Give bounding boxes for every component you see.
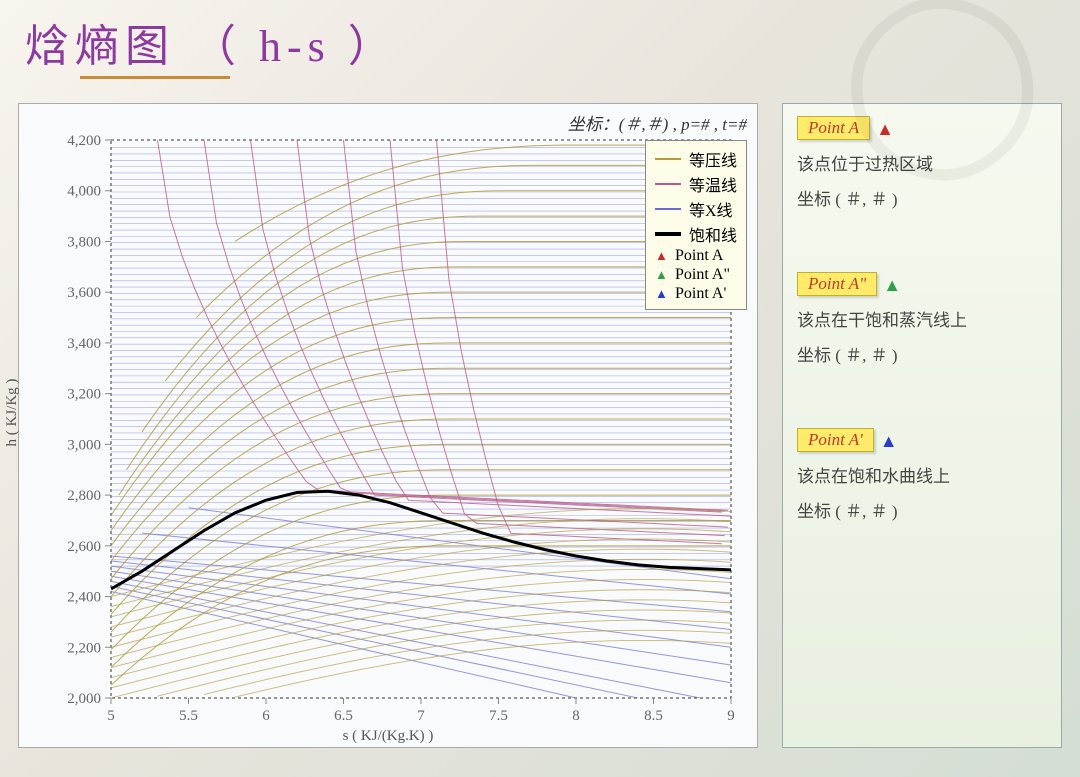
legend-label: 等温线: [689, 172, 737, 196]
legend-marker-icon: ▲: [655, 288, 667, 300]
legend-label: 等X线: [689, 197, 733, 221]
point-tag: Point A": [797, 272, 877, 296]
legend-item: 等X线: [655, 197, 737, 221]
legend-marker-icon: ▲: [655, 269, 667, 281]
svg-text:9: 9: [727, 708, 735, 724]
svg-text:2,400: 2,400: [67, 590, 101, 606]
triangle-icon: ▲: [876, 119, 894, 140]
svg-text:3,000: 3,000: [67, 437, 101, 453]
svg-text:3,800: 3,800: [67, 234, 101, 250]
legend-item: 等压线: [655, 147, 737, 171]
triangle-icon: ▲: [880, 431, 898, 452]
legend-item: 饱和线: [655, 222, 737, 246]
svg-text:4,000: 4,000: [67, 184, 101, 200]
point-block: Point A' ▲ 该点在饱和水曲线上坐标 ( ＃, ＃ ): [797, 428, 1047, 522]
legend-item: ▲ Point A": [655, 266, 737, 284]
point-coord: 坐标 ( ＃, ＃ ): [797, 185, 1047, 210]
svg-text:3,200: 3,200: [67, 387, 101, 403]
y-axis-label: h ( KJ/Kg ): [4, 379, 21, 447]
svg-text:6.5: 6.5: [334, 708, 353, 724]
legend-item: 等温线: [655, 172, 737, 196]
x-axis-label: s ( KJ/(Kg.K) ): [343, 728, 434, 745]
legend-swatch: [655, 158, 681, 160]
svg-text:8: 8: [572, 708, 580, 724]
title-underline: [80, 76, 230, 79]
legend-item: ▲ Point A': [655, 285, 737, 303]
svg-text:7: 7: [417, 708, 425, 724]
legend-label: Point A": [675, 266, 730, 284]
legend-label: 等压线: [689, 147, 737, 171]
point-tag: Point A: [797, 116, 870, 140]
chart-frame: 坐标：(＃,＃) , p=# , t=# 2,0002,2002,4002,60…: [18, 103, 758, 748]
legend-marker-icon: ▲: [655, 250, 667, 262]
point-coord: 坐标 ( ＃, ＃ ): [797, 341, 1047, 366]
point-description: 该点在干饱和蒸汽线上: [797, 306, 1047, 331]
svg-text:2,600: 2,600: [67, 539, 101, 555]
point-description: 该点在饱和水曲线上: [797, 462, 1047, 487]
svg-text:3,600: 3,600: [67, 285, 101, 301]
legend-swatch: [655, 183, 681, 185]
legend-swatch: [655, 232, 681, 236]
point-block: Point A" ▲ 该点在干饱和蒸汽线上坐标 ( ＃, ＃ ): [797, 272, 1047, 366]
legend-swatch: [655, 208, 681, 210]
page-title: 焓熵图 （ h-s ）: [25, 22, 398, 71]
svg-text:7.5: 7.5: [489, 708, 508, 724]
legend: 等压线等温线等X线饱和线 ▲ Point A ▲ Point A" ▲ Point A': [645, 140, 747, 310]
svg-text:5.5: 5.5: [179, 708, 198, 724]
legend-item: ▲ Point A: [655, 247, 737, 265]
legend-label: Point A: [675, 247, 723, 265]
legend-label: Point A': [675, 285, 726, 303]
main-content: 坐标：(＃,＃) , p=# , t=# 2,0002,2002,4002,60…: [0, 103, 1080, 748]
triangle-icon: ▲: [883, 275, 901, 296]
point-coord: 坐标 ( ＃, ＃ ): [797, 497, 1047, 522]
svg-text:8.5: 8.5: [644, 708, 663, 724]
point-block: Point A ▲ 该点位于过热区域坐标 ( ＃, ＃ ): [797, 116, 1047, 210]
header: 焓熵图 （ h-s ）: [0, 0, 1080, 79]
legend-label: 饱和线: [689, 222, 737, 246]
sidebar: Point A ▲ 该点位于过热区域坐标 ( ＃, ＃ ) Point A" ▲ 该点在干…: [782, 103, 1062, 748]
svg-text:2,800: 2,800: [67, 488, 101, 504]
svg-text:2,200: 2,200: [67, 640, 101, 656]
svg-text:2,000: 2,000: [67, 691, 101, 707]
svg-text:4,200: 4,200: [67, 133, 101, 149]
svg-text:3,400: 3,400: [67, 336, 101, 352]
point-tag: Point A': [797, 428, 874, 452]
svg-text:5: 5: [107, 708, 115, 724]
point-description: 该点位于过热区域: [797, 150, 1047, 175]
svg-text:6: 6: [262, 708, 270, 724]
